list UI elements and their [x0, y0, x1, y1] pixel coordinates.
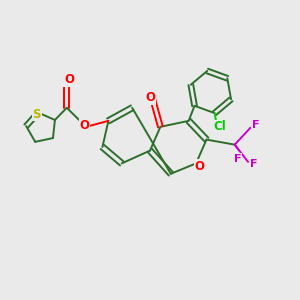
Text: O: O: [64, 73, 74, 86]
Text: S: S: [33, 108, 41, 121]
Text: O: O: [146, 91, 156, 104]
Text: Cl: Cl: [214, 120, 226, 133]
Text: O: O: [80, 119, 90, 132]
Text: F: F: [250, 159, 257, 169]
Text: F: F: [252, 120, 260, 130]
Text: O: O: [195, 160, 205, 173]
Text: F: F: [234, 154, 242, 164]
